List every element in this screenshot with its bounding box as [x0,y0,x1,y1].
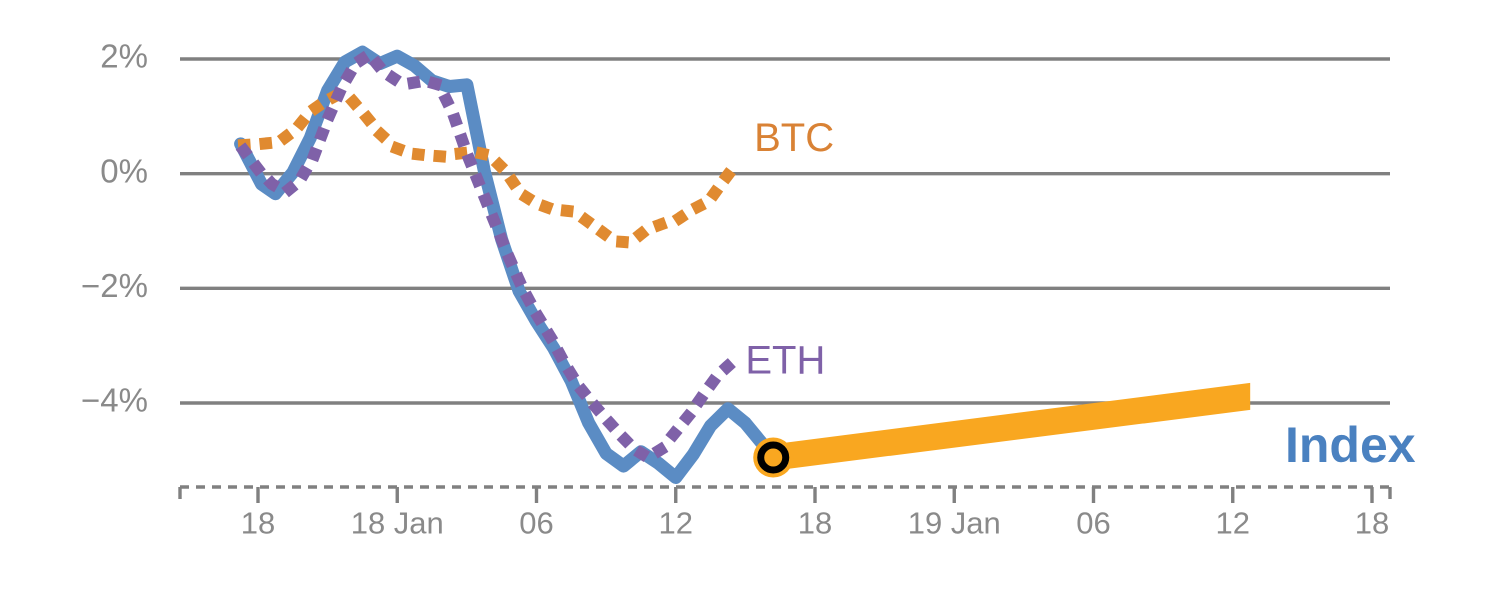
y-axis-tick-labels: 2% 0% −2% −4% [81,38,148,419]
series-lines [234,45,780,485]
series-line-btc [237,87,747,249]
x-tick-label: 18 [1355,505,1389,540]
series-label-btc: BTC [754,116,834,160]
y-tick-label: 0% [100,152,148,189]
x-tick-label: 12 [659,505,693,540]
x-tick-label: 18 [798,505,832,540]
y-tick-label: −2% [81,267,148,304]
x-axis [178,485,1392,503]
x-tick-label: 06 [1076,505,1110,540]
x-tick-label: 12 [1216,505,1250,540]
x-axis-tick-labels: 18 18 Jan 06 12 18 19 Jan 06 12 18 [241,505,1389,540]
y-tick-label: 2% [100,38,148,75]
x-tick-label: 18 [241,505,275,540]
forecast-marker[interactable] [753,437,794,478]
x-tick-label: 06 [519,505,553,540]
marker-ring-icon[interactable] [757,441,790,474]
x-tick-label: 18 Jan [351,505,444,540]
series-label-eth: ETH [745,338,825,382]
forecast-cone-band [773,382,1251,471]
series-label-forecast: Index [1285,417,1416,473]
series-line-eth [235,46,740,465]
forecast-cone [773,382,1251,471]
x-tick-label: 19 Jan [908,505,1001,540]
series-labels: BTC ETH Index [745,116,1415,473]
y-tick-label: −4% [81,382,148,419]
